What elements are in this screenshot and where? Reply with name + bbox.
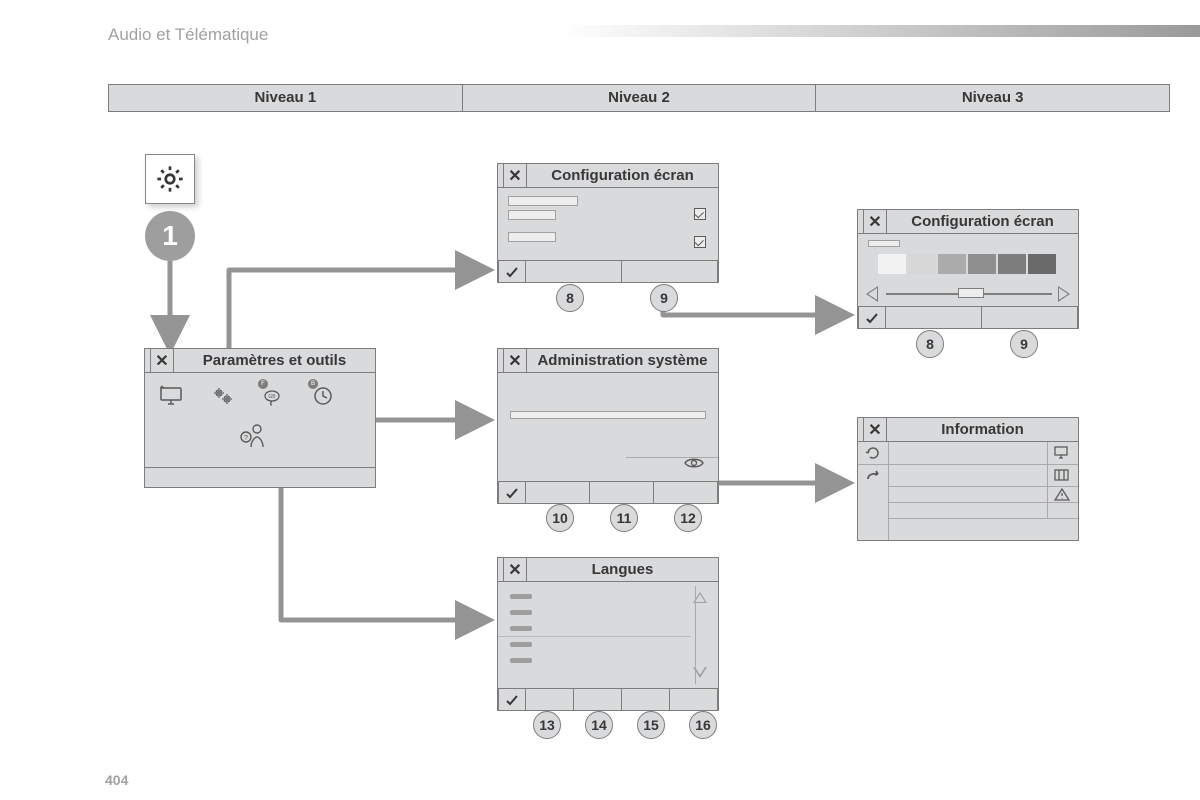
panel-params-title: Paramètres et outils <box>174 352 375 369</box>
color-swatch[interactable] <box>1028 254 1056 274</box>
return-icon[interactable] <box>865 468 881 489</box>
close-icon[interactable]: ✕ <box>503 164 527 187</box>
svg-text:?: ? <box>244 435 248 442</box>
panel-admin: ✕ Administration système <box>497 348 719 504</box>
ref-circle: 9 <box>650 284 678 312</box>
page-number: 404 <box>105 772 128 788</box>
level-3-header: Niveau 3 <box>815 84 1170 112</box>
person-help-icon[interactable]: ? <box>239 423 267 454</box>
panel-langues: ✕ Langues <box>497 557 719 711</box>
color-swatch[interactable] <box>908 254 936 274</box>
level-1-header: Niveau 1 <box>108 84 463 112</box>
checkbox-icon[interactable] <box>694 208 706 220</box>
close-icon[interactable]: ✕ <box>503 558 527 581</box>
panel-info: ✕ Information <box>857 417 1079 541</box>
panel-config-1-title: Configuration écran <box>527 167 718 184</box>
confirm-icon[interactable] <box>498 261 526 282</box>
gear-icon <box>154 163 186 195</box>
monitor-icon[interactable] <box>159 385 185 412</box>
settings-entry[interactable] <box>145 154 195 204</box>
ref-circle: 15 <box>637 711 665 739</box>
panel-config-2-title: Configuration écran <box>887 213 1078 230</box>
globe-icon[interactable]: F GB <box>261 385 285 412</box>
color-swatch[interactable] <box>968 254 996 274</box>
checkbox-icon[interactable] <box>694 236 706 248</box>
panel-config-1: ✕ Configuration écran <box>497 163 719 283</box>
panel-config-2: ✕ Configuration écran <box>857 209 1079 329</box>
gears-icon[interactable] <box>211 385 235 412</box>
step-circle-1: 1 <box>145 211 195 261</box>
ref-circle: 11 <box>610 504 638 532</box>
prev-icon[interactable] <box>866 286 878 302</box>
top-gradient-decor <box>560 25 1200 37</box>
confirm-icon[interactable] <box>498 689 526 710</box>
color-swatch[interactable] <box>878 254 906 274</box>
ref-circle: 16 <box>689 711 717 739</box>
color-swatch[interactable] <box>938 254 966 274</box>
next-icon[interactable] <box>1058 286 1070 302</box>
close-icon[interactable]: ✕ <box>863 418 887 441</box>
ref-circle: 13 <box>533 711 561 739</box>
ref-circle: 10 <box>546 504 574 532</box>
panel-params: ✕ Paramètres et outils F <box>144 348 376 488</box>
close-icon[interactable]: ✕ <box>150 349 174 372</box>
scroll-down-icon[interactable] <box>693 667 707 678</box>
color-swatch[interactable] <box>998 254 1026 274</box>
ref-circle: 12 <box>674 504 702 532</box>
warning-icon <box>1054 488 1070 506</box>
level-header-row: Niveau 1 Niveau 2 Niveau 3 <box>108 84 1170 112</box>
ref-circle: 8 <box>556 284 584 312</box>
panel-params-footer <box>145 467 375 487</box>
ref-circle: 14 <box>585 711 613 739</box>
confirm-icon[interactable] <box>858 307 886 328</box>
scroll-up-icon[interactable] <box>693 592 707 603</box>
slider-thumb[interactable] <box>958 288 984 298</box>
monitor-icon <box>1054 446 1070 464</box>
color-swatches[interactable] <box>878 254 1056 274</box>
panel-admin-title: Administration système <box>527 352 718 369</box>
panel-info-title: Information <box>887 421 1078 438</box>
clock-icon[interactable]: B <box>311 385 335 412</box>
ref-circle: 8 <box>916 330 944 358</box>
ref-circle: 9 <box>1010 330 1038 358</box>
book-icon <box>1054 469 1070 487</box>
svg-text:GB: GB <box>268 394 276 400</box>
close-icon[interactable]: ✕ <box>863 210 887 233</box>
close-icon[interactable]: ✕ <box>503 349 527 372</box>
panel-langues-title: Langues <box>527 561 718 578</box>
level-2-header: Niveau 2 <box>462 84 817 112</box>
breadcrumb: Audio et Télématique <box>108 25 268 45</box>
confirm-icon[interactable] <box>498 482 526 503</box>
refresh-icon[interactable] <box>865 445 881 466</box>
